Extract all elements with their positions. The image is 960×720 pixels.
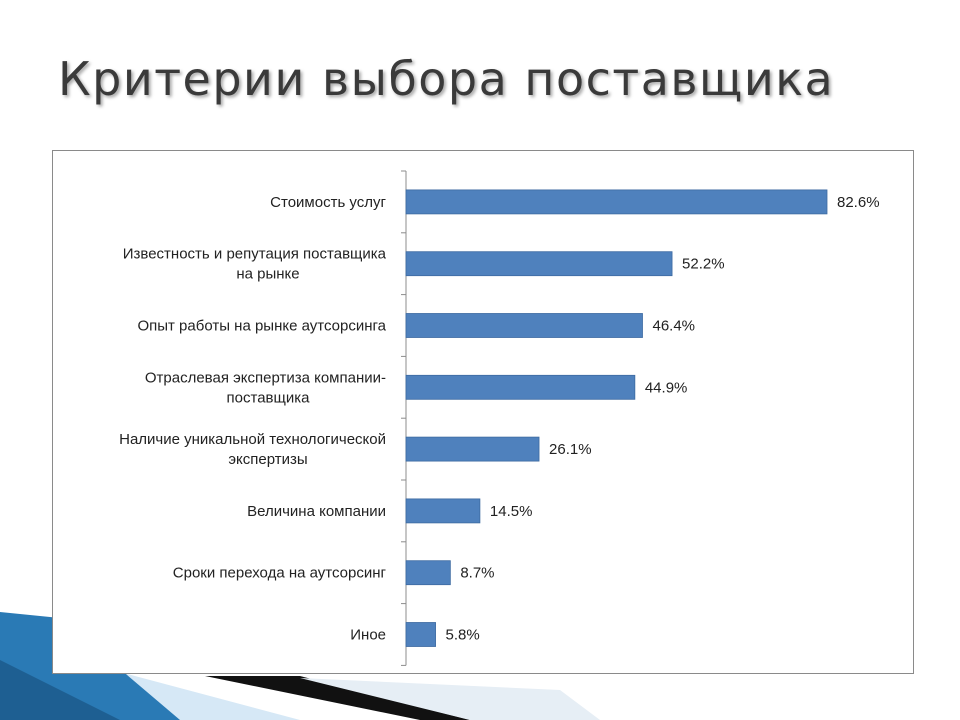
category-label: поставщика (227, 389, 311, 406)
category-label: Величина компании (247, 503, 386, 520)
value-label: 82.6% (837, 194, 880, 211)
bar (405, 313, 643, 338)
category-label: Известность и репутация поставщика (123, 246, 387, 263)
value-label: 52.2% (682, 256, 725, 273)
bar (405, 622, 436, 647)
value-label: 5.8% (446, 627, 480, 644)
bar (405, 436, 540, 462)
value-label: 46.4% (652, 318, 695, 335)
bar (405, 251, 673, 277)
category-label: Отраслевая экспертиза компании- (145, 369, 386, 386)
category-label: Иное (350, 627, 386, 644)
category-label: Стоимость услуг (270, 194, 386, 211)
value-label: 26.1% (549, 441, 592, 458)
bar (405, 189, 828, 215)
category-label: экспертизы (228, 451, 307, 468)
axis-ticks (401, 170, 406, 666)
category-label: Опыт работы на рынке аутсорсинга (137, 318, 386, 335)
bar (405, 498, 481, 524)
page-title: Критерии выбора поставщика (58, 52, 835, 106)
category-label: Наличие уникальной технологической (119, 431, 386, 448)
category-label: Сроки перехода на аутсорсинг (173, 565, 387, 582)
value-label: 14.5% (490, 503, 533, 520)
chart-frame: Стоимость услуг Известность и репутация п… (52, 150, 914, 674)
value-label: 8.7% (460, 565, 494, 582)
category-labels: Стоимость услуг Известность и репутация п… (119, 194, 387, 644)
deco-dark-stripe (205, 676, 470, 720)
bar (405, 374, 636, 400)
bar (405, 560, 451, 586)
value-labels: 82.6% 52.2% 46.4% 44.9% 26.1% 14.5% 8.7% 5.8% (446, 194, 880, 644)
bar-chart: Стоимость услуг Известность и репутация п… (119, 170, 880, 666)
deco-light-stripe (300, 678, 600, 720)
category-label: на рынке (236, 266, 299, 283)
bars (405, 189, 828, 647)
value-label: 44.9% (645, 379, 688, 396)
